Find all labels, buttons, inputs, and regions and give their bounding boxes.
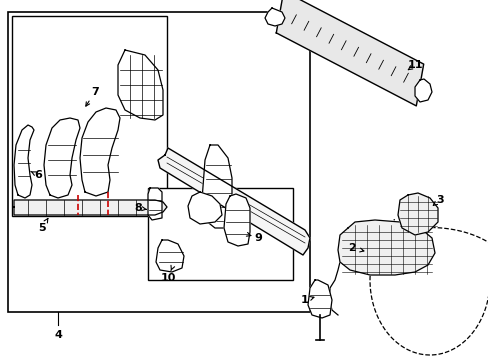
Polygon shape xyxy=(276,0,423,106)
Polygon shape xyxy=(264,8,285,26)
Polygon shape xyxy=(14,200,167,215)
Polygon shape xyxy=(148,188,162,220)
Text: 10: 10 xyxy=(160,273,175,283)
Text: 11: 11 xyxy=(407,60,422,70)
Polygon shape xyxy=(118,50,163,120)
Polygon shape xyxy=(44,118,80,198)
Bar xyxy=(148,188,292,280)
Text: 6: 6 xyxy=(34,170,42,180)
Polygon shape xyxy=(414,79,431,102)
Polygon shape xyxy=(337,220,434,275)
Text: 9: 9 xyxy=(254,233,262,243)
Polygon shape xyxy=(14,125,34,198)
Text: 1: 1 xyxy=(301,295,308,305)
Polygon shape xyxy=(80,108,120,196)
Polygon shape xyxy=(158,148,309,255)
Text: 5: 5 xyxy=(38,223,46,233)
Polygon shape xyxy=(202,145,231,228)
Text: 7: 7 xyxy=(91,87,99,97)
Text: 2: 2 xyxy=(347,243,355,253)
Polygon shape xyxy=(187,192,222,224)
Polygon shape xyxy=(156,240,183,272)
Polygon shape xyxy=(397,193,437,235)
Text: 4: 4 xyxy=(54,330,62,340)
Polygon shape xyxy=(307,280,331,318)
Bar xyxy=(8,12,309,312)
Polygon shape xyxy=(224,194,249,246)
Text: 3: 3 xyxy=(435,195,443,205)
Bar xyxy=(12,16,167,216)
Text: 8: 8 xyxy=(134,203,142,213)
